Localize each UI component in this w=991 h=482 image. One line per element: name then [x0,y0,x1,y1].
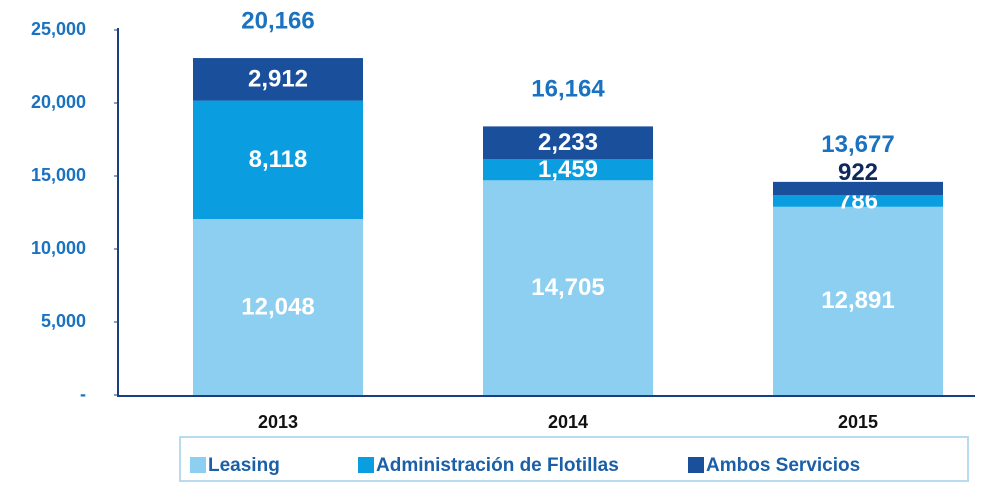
legend-label: Ambos Servicios [706,455,860,476]
data-label: 12,048 [241,293,314,320]
data-label: 2,233 [538,129,598,156]
y-tick-label: - [80,384,86,404]
legend-label: Administración de Flotillas [376,455,619,476]
legend-label: Leasing [208,455,280,476]
bar-segment [773,195,943,207]
bar-segment [193,219,363,395]
data-label: 2,912 [248,66,308,93]
legend-swatch [688,457,704,473]
total-annotation: 16,164 [531,76,605,103]
legend-swatch [190,457,206,473]
data-label: 922 [838,159,878,186]
x-tick-label: 2015 [838,412,878,432]
y-tick-label: 10,000 [31,238,86,258]
legend-swatch [358,457,374,473]
data-label: 12,891 [821,287,894,314]
bar-segment [483,126,653,160]
bar-segment [483,159,653,181]
data-label: 8,118 [249,146,308,173]
y-tick-label: 20,000 [31,92,86,112]
bar-segment [193,58,363,101]
total-annotation: 20,166 [241,7,314,34]
bar-segment [773,206,943,395]
x-tick-label: 2013 [258,412,298,432]
bar-segment [773,181,943,196]
legend-box [179,436,969,482]
data-label: 1,459 [538,156,598,183]
data-label: 14,705 [531,274,604,301]
total-annotation: 13,677 [821,131,894,158]
y-tick-label: 25,000 [31,19,86,39]
y-tick-label: 5,000 [41,311,86,331]
bar-segment [483,180,653,395]
bar-segment [193,100,363,220]
x-tick-label: 2014 [548,412,588,432]
y-tick-label: 15,000 [31,165,86,185]
